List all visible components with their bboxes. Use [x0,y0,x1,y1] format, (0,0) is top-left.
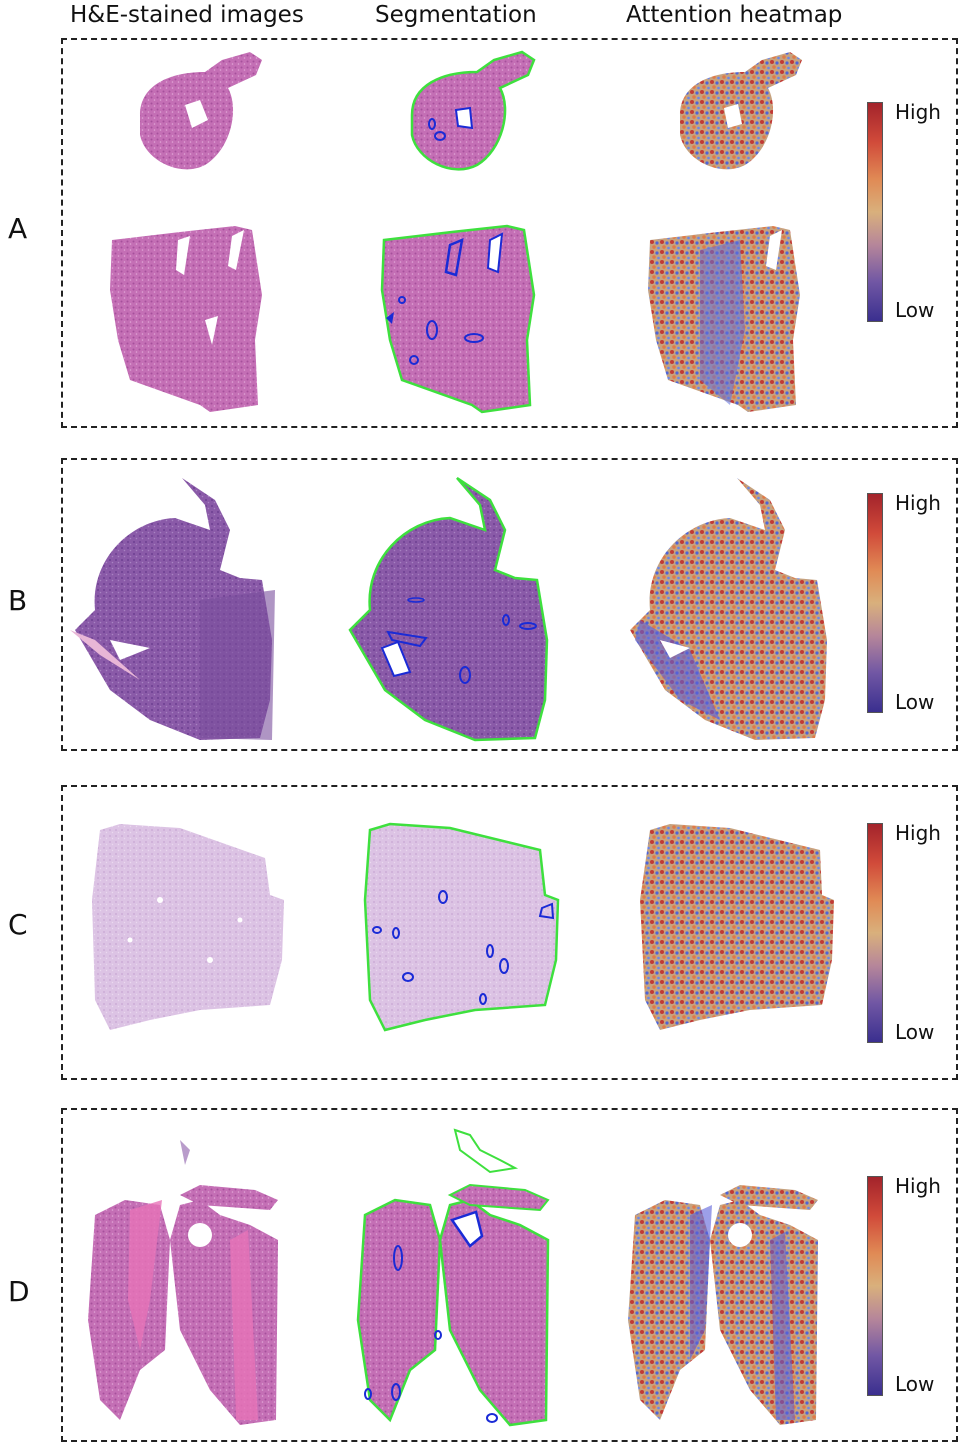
colorbar-c-low-label: Low [895,1020,935,1044]
colorbar-a [867,102,883,322]
row-label-c: C [8,908,28,941]
panel-b-tissue-seg [348,476,549,742]
row-label-a: A [8,212,28,245]
colorbar-b-low-label: Low [895,690,935,714]
panel-b-tissue-heatmap [630,478,827,740]
panel-a [61,38,958,428]
panel-c [61,785,958,1080]
panel-c-tissue-seg [363,822,560,1032]
panel-b-tissue-he [70,478,275,740]
colorbar-a-low-label: Low [895,298,935,322]
column-header-heatmap: Attention heatmap [626,2,843,28]
panel-c-tissue-he [92,824,284,1030]
panel-d [61,1108,958,1442]
panel-c-tissue-heatmap [640,824,834,1030]
colorbar-c-high-label: High [895,821,941,845]
row-label-d: D [8,1275,30,1308]
colorbar-d [867,1176,883,1396]
colorbar-a-high-label: High [895,100,941,124]
panel-a-tissue-he [110,52,262,412]
row-label-b: B [8,584,28,617]
panel-d-tissue-heatmap [628,1185,818,1425]
panel-a-tissue-heatmap [648,52,802,412]
panel-d-tissue-he [88,1140,278,1425]
colorbar-b [867,493,883,713]
colorbar-d-low-label: Low [895,1372,935,1396]
colorbar-d-high-label: High [895,1174,941,1198]
panel-a-tissue-seg [380,50,536,414]
colorbar-b-high-label: High [895,491,941,515]
panel-b [61,458,958,751]
colorbar-c [867,823,883,1043]
column-header-he: H&E-stained images [70,2,304,28]
column-header-segmentation: Segmentation [375,2,537,28]
panel-d-tissue-seg [356,1128,550,1427]
